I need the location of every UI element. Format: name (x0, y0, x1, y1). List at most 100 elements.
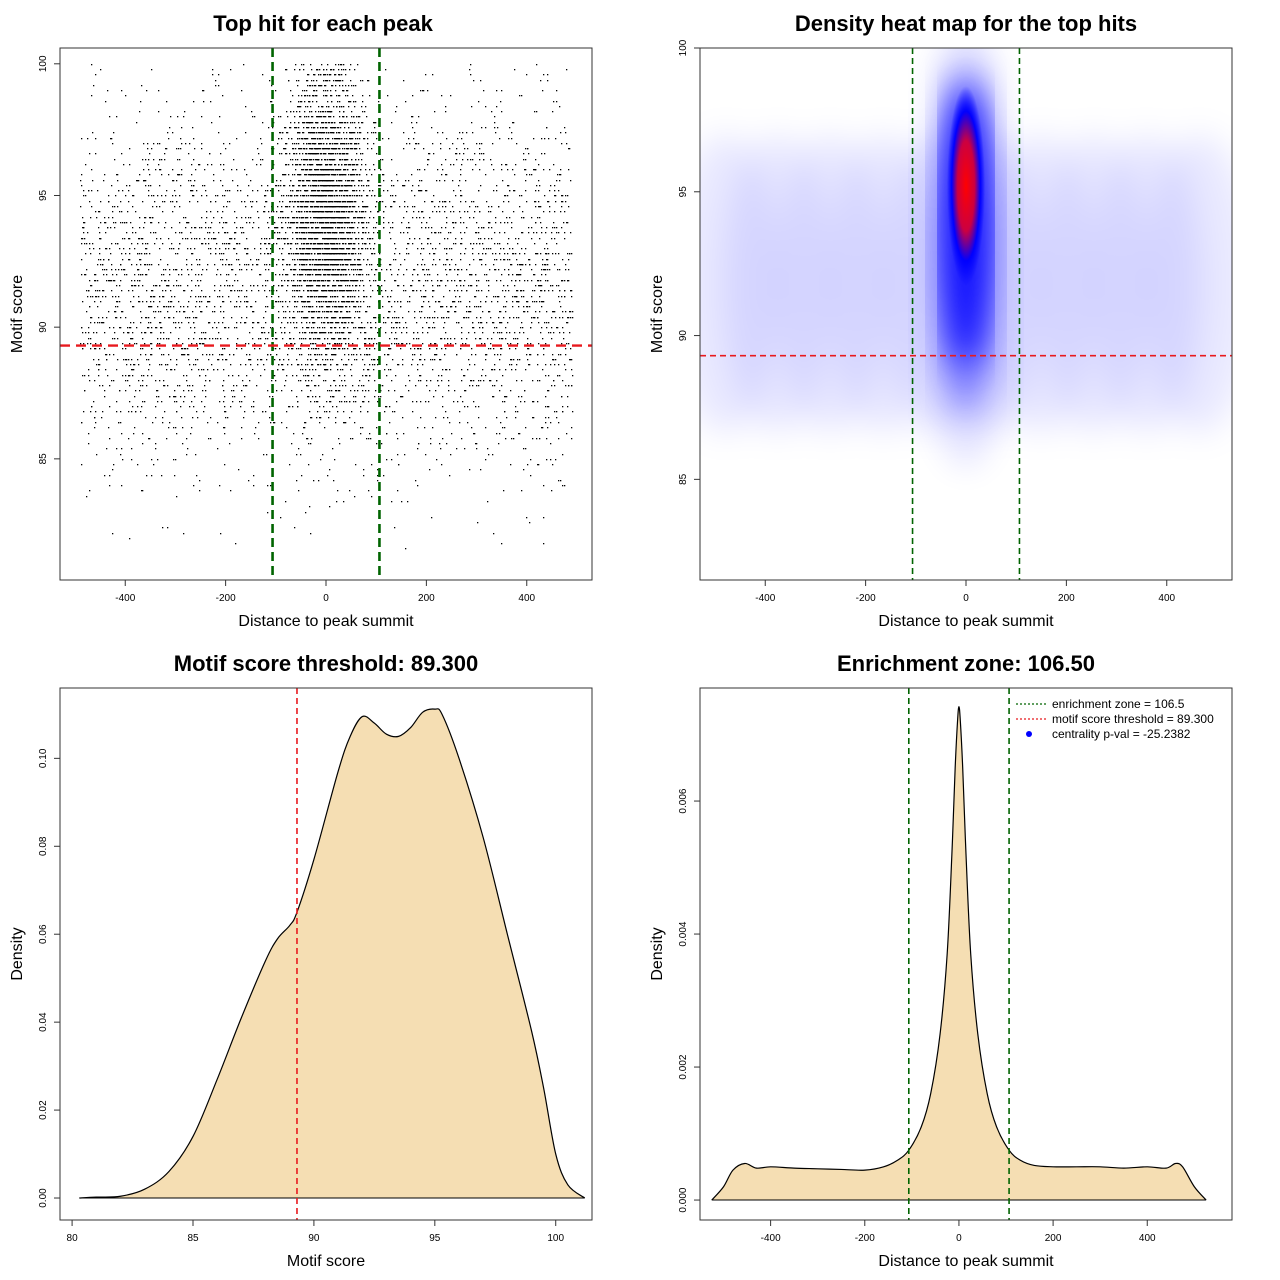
scatter-point (174, 296, 176, 298)
scatter-point (106, 354, 108, 356)
scatter-point (434, 317, 436, 319)
scatter-point (289, 301, 291, 303)
scatter-point (132, 369, 134, 371)
scatter-point (367, 322, 369, 324)
scatter-point (548, 322, 550, 324)
scatter-point (143, 180, 145, 182)
scatter-point (246, 306, 248, 308)
scatter-point (229, 285, 231, 287)
scatter-point (400, 232, 402, 234)
scatter-point (536, 111, 538, 113)
scatter-point (162, 527, 164, 529)
scatter-point (169, 269, 171, 271)
scatter-point (550, 332, 552, 334)
scatter-point (98, 211, 100, 213)
scatter-point (95, 411, 97, 413)
scatter-point (244, 264, 246, 266)
scatter-point (324, 116, 326, 118)
scatter-point (127, 332, 129, 334)
scatter-point (293, 311, 295, 313)
scatter-point (128, 359, 130, 361)
scatter-point (537, 317, 539, 319)
scatter-point (215, 248, 217, 250)
scatter-point (556, 411, 558, 413)
scatter-point (276, 338, 278, 340)
scatter-point (294, 274, 296, 276)
scatter-point (81, 274, 83, 276)
scatter-point (304, 159, 306, 161)
scatter-point (267, 512, 269, 514)
scatter-point (538, 206, 540, 208)
scatter-point (543, 269, 545, 271)
scatter-point (478, 238, 480, 240)
scatter-point (374, 253, 376, 255)
scatter-point (508, 185, 510, 187)
scatter-point (164, 306, 166, 308)
scatter-point (533, 138, 535, 140)
scatter-point (183, 290, 185, 292)
scatter-point (343, 143, 345, 145)
scatter-point (158, 396, 160, 398)
scatter-point (88, 375, 90, 377)
scatter-point (544, 153, 546, 155)
scatter-point (116, 116, 118, 118)
scatter-point (109, 280, 111, 282)
scatter-point (267, 222, 269, 224)
scatter-point (321, 64, 323, 66)
scatter-point (306, 122, 308, 124)
scatter-point (139, 301, 141, 303)
scatter-point (177, 159, 179, 161)
scatter-point (500, 311, 502, 313)
scatter-point (353, 354, 355, 356)
scatter-point (251, 290, 253, 292)
scatter-point (469, 385, 471, 387)
scatter-point (90, 317, 92, 319)
scatter-point (120, 327, 122, 329)
scatter-point (217, 448, 219, 450)
scatter-point (447, 311, 449, 313)
scatter-point (374, 359, 376, 361)
scatter-point (134, 285, 136, 287)
scatter-point (183, 375, 185, 377)
scatter-point (512, 306, 514, 308)
scatter-point (570, 317, 572, 319)
scatter-point (288, 406, 290, 408)
scatter-point (388, 222, 390, 224)
scatter-point (391, 322, 393, 324)
scatter-point (146, 290, 148, 292)
scatter-point (478, 253, 480, 255)
scatter-point (165, 364, 167, 366)
scatter-point (506, 164, 508, 166)
scatter-point (257, 285, 259, 287)
scatter-point (491, 238, 493, 240)
scatter-point (449, 148, 451, 150)
scatter-point (422, 306, 424, 308)
scatter-point (425, 454, 427, 456)
scatter-point (515, 164, 517, 166)
scatter-point (521, 396, 523, 398)
scatter-point (108, 259, 110, 261)
scatter-point (342, 148, 344, 150)
scatter-point (155, 311, 157, 313)
scatter-point (253, 285, 255, 287)
scatter-point (302, 332, 304, 334)
scatter-point (249, 222, 251, 224)
scatter-point (202, 243, 204, 245)
scatter-point (374, 274, 376, 276)
scatter-point (180, 138, 182, 140)
scatter-point (296, 164, 298, 166)
scatter-point (395, 195, 397, 197)
scatter-point (325, 380, 327, 382)
scatter-point (92, 243, 94, 245)
scatter-point (488, 348, 490, 350)
scatter-point (107, 90, 109, 92)
scatter-point (548, 390, 550, 392)
scatter-point (511, 264, 513, 266)
scatter-point (282, 364, 284, 366)
scatter-point (349, 401, 351, 403)
scatter-point (365, 211, 367, 213)
scatter-point (404, 454, 406, 456)
scatter-point (193, 485, 195, 487)
scatter-point (304, 185, 306, 187)
scatter-point (289, 332, 291, 334)
